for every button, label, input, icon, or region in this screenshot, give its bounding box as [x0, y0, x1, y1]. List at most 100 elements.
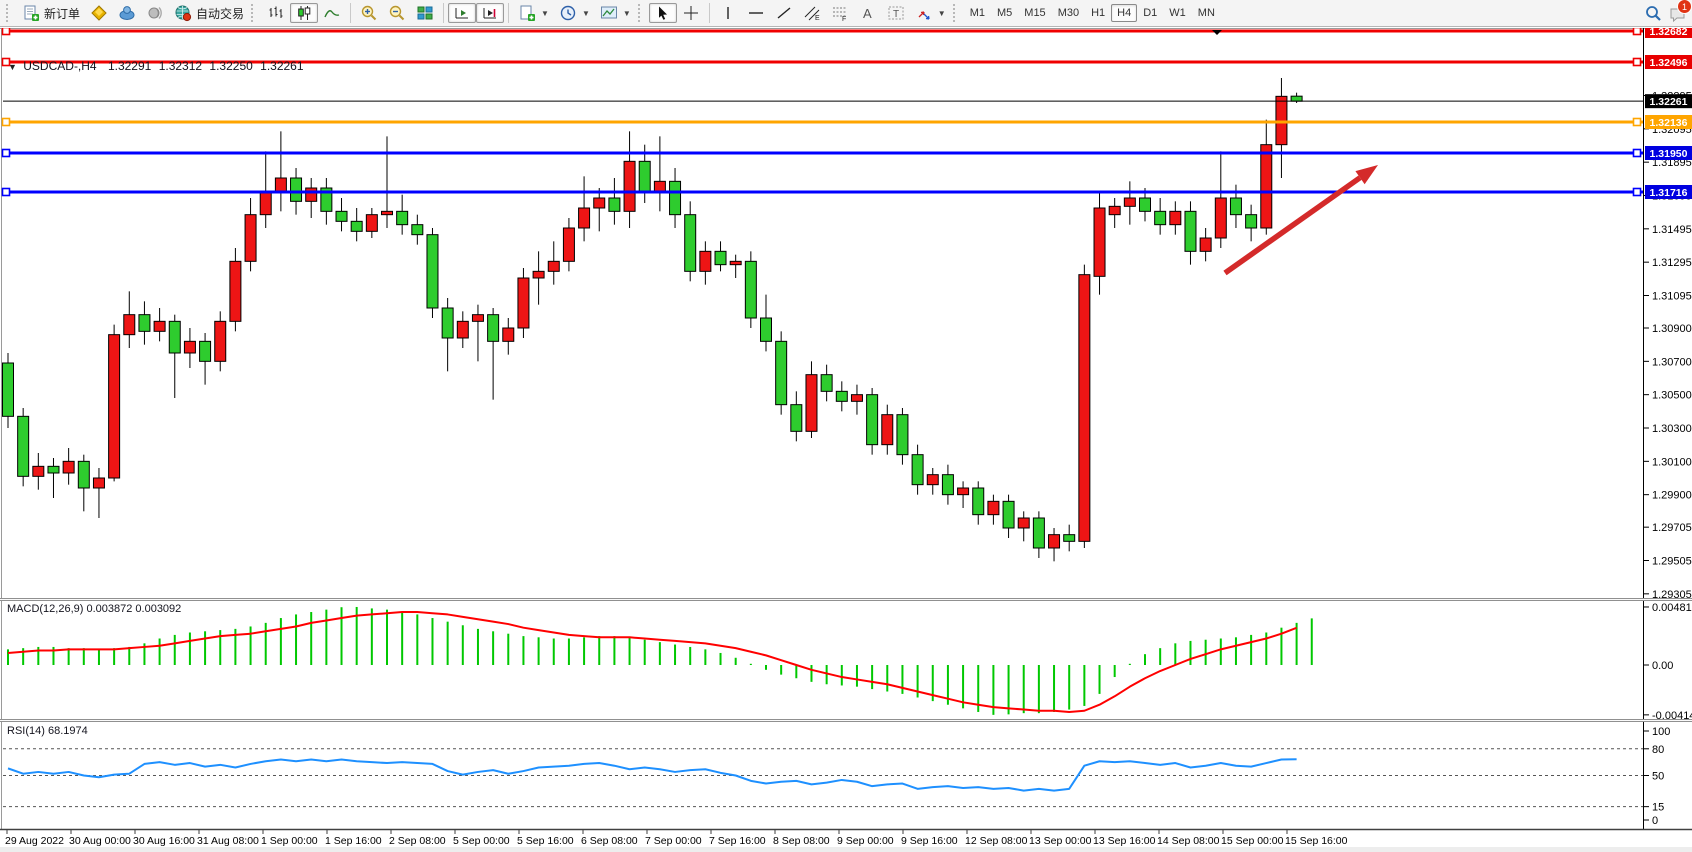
time-tick-label: 30 Aug 00:00: [69, 835, 131, 847]
macd-panel[interactable]: 0.004819 0.00 -0.004141: [7, 602, 1692, 722]
rsi-panel[interactable]: 100 80 50 150: [3, 726, 1670, 827]
price-axis[interactable]: 1.322951.320951.318951.316951.314951.312…: [1643, 28, 1692, 829]
horizontal-line-tool-button[interactable]: [742, 3, 770, 23]
timeframe-m5-button[interactable]: M5: [997, 7, 1013, 19]
price-chip-label: 1.32682: [1650, 28, 1688, 38]
candle-body: [123, 314, 136, 336]
toolbar-grip[interactable]: [637, 4, 645, 22]
timeframe-h4-button[interactable]: H4: [1111, 4, 1138, 22]
cursor-tool-button[interactable]: [648, 3, 677, 23]
crosshair-tool-button[interactable]: [677, 3, 705, 23]
timeframe-m15-button[interactable]: M15: [1024, 7, 1046, 19]
timeframe-w1-button[interactable]: W1: [1169, 7, 1186, 19]
rsi-title: RSI(14) 68.1974: [7, 725, 88, 737]
annotation-arrow[interactable]: [1223, 165, 1378, 276]
candle-body: [517, 277, 530, 329]
candle-body: [32, 465, 45, 477]
timeframe-h1-button[interactable]: H1: [1091, 7, 1106, 19]
channel-tool-button[interactable]: E: [798, 3, 826, 23]
signals-button[interactable]: [113, 3, 141, 23]
time-tick-label: 9 Sep 16:00: [901, 835, 958, 847]
period-clock-button[interactable]: ▼: [554, 3, 595, 23]
candle-body: [1229, 197, 1242, 216]
quotes-button[interactable]: [85, 3, 113, 23]
candle-body: [653, 180, 666, 192]
line-end-marker[interactable]: [1632, 28, 1642, 36]
line-end-marker[interactable]: [1632, 148, 1642, 158]
collapse-indicators-icon[interactable]: ▼: [8, 62, 17, 72]
candle-body: [502, 327, 515, 342]
auto-trading-button[interactable]: 自动交易: [169, 3, 249, 23]
line-end-marker[interactable]: [1, 57, 11, 67]
price-tick-label: 1.29900: [1652, 490, 1692, 502]
zoom-out-button[interactable]: [383, 3, 411, 23]
macd-tick-label: 0.004819: [1652, 602, 1692, 614]
text-label-tool-button[interactable]: T: [882, 3, 910, 23]
line-end-marker[interactable]: [1, 148, 11, 158]
new-order-button[interactable]: 新订单: [17, 3, 85, 23]
add-indicator-button[interactable]: ▼: [513, 3, 554, 23]
time-tick-label: 9 Sep 00:00: [837, 835, 894, 847]
toolbar-grip[interactable]: [6, 4, 13, 22]
bar-chart-button[interactable]: [262, 3, 290, 23]
timeframe-m30-button[interactable]: M30: [1057, 7, 1080, 19]
timeframe-mn-button[interactable]: MN: [1197, 7, 1215, 19]
candle-body: [259, 190, 272, 216]
market-button[interactable]: [141, 3, 169, 23]
chart-shift-button[interactable]: [448, 3, 477, 23]
auto-scroll-button[interactable]: [476, 3, 505, 23]
candle-body: [1123, 197, 1136, 207]
candle-body: [805, 374, 818, 432]
candlestick-chart-button[interactable]: [290, 3, 319, 23]
zoom-in-icon: [360, 4, 378, 22]
line-end-marker[interactable]: [1, 117, 11, 127]
candle-body: [1048, 534, 1061, 549]
vertical-line-tool-button[interactable]: [714, 3, 742, 23]
line-chart-button[interactable]: [318, 3, 346, 23]
time-tick-label: 30 Aug 16:00: [133, 835, 195, 847]
line-end-marker[interactable]: [1632, 57, 1642, 67]
rsi-tick-label: 100: [1652, 726, 1670, 738]
candle-body: [1184, 210, 1197, 252]
candle-body: [593, 197, 606, 209]
candle-body: [911, 454, 924, 486]
arrows-tool-button[interactable]: ▼: [910, 3, 951, 23]
price-tick-label: 1.30100: [1652, 456, 1692, 468]
zoom-in-button[interactable]: [355, 3, 383, 23]
trendline-tool-button[interactable]: [770, 3, 798, 23]
toolbar-grip[interactable]: [251, 4, 258, 22]
window-bottom-edge: [0, 847, 1692, 852]
time-tick-label: 1 Sep 16:00: [325, 835, 382, 847]
tile-windows-icon: [416, 4, 434, 22]
channel-icon: E: [803, 4, 821, 22]
price-chip: [1645, 55, 1692, 69]
text-tool-button[interactable]: A: [854, 3, 882, 23]
template-button[interactable]: ▼: [595, 3, 636, 23]
line-end-marker[interactable]: [1, 187, 11, 197]
candle-body: [411, 224, 424, 236]
timeframe-d1-button[interactable]: D1: [1143, 7, 1158, 19]
search-icon[interactable]: [1644, 4, 1662, 22]
candle-body: [957, 487, 970, 496]
candle-body: [744, 260, 757, 319]
timeframe-m1-button[interactable]: M1: [969, 7, 985, 19]
candle-body: [1078, 274, 1091, 542]
candle-body: [972, 487, 985, 516]
timeframe-group: M1 M5 M15 M30 H1 H4 D1 W1 MN: [964, 4, 1221, 22]
chart-canvas[interactable]: 1.322951.320951.318951.316951.314951.312…: [0, 28, 1692, 852]
line-end-marker[interactable]: [1, 28, 11, 36]
toolbar-grip[interactable]: [952, 4, 960, 22]
fibonacci-tool-button[interactable]: F: [826, 3, 854, 23]
notifications-icon[interactable]: 1: [1668, 0, 1692, 22]
chart-area[interactable]: 1.322951.320951.318951.316951.314951.312…: [0, 28, 1692, 852]
crosshair-icon: [682, 4, 700, 22]
dropdown-caret-icon: ▼: [541, 8, 549, 18]
chart-shift-marker-icon[interactable]: [1212, 30, 1222, 35]
toolbar-separator: [708, 3, 710, 23]
candle-body: [274, 177, 287, 192]
line-end-marker[interactable]: [1632, 187, 1642, 197]
time-axis[interactable]: 29 Aug 2022 30 Aug 00:00 30 Aug 16:00 31 Au…: [0, 828, 1692, 847]
line-end-marker[interactable]: [1632, 117, 1642, 127]
tile-windows-button[interactable]: [411, 3, 439, 23]
low-value: 1.32250: [209, 59, 253, 73]
